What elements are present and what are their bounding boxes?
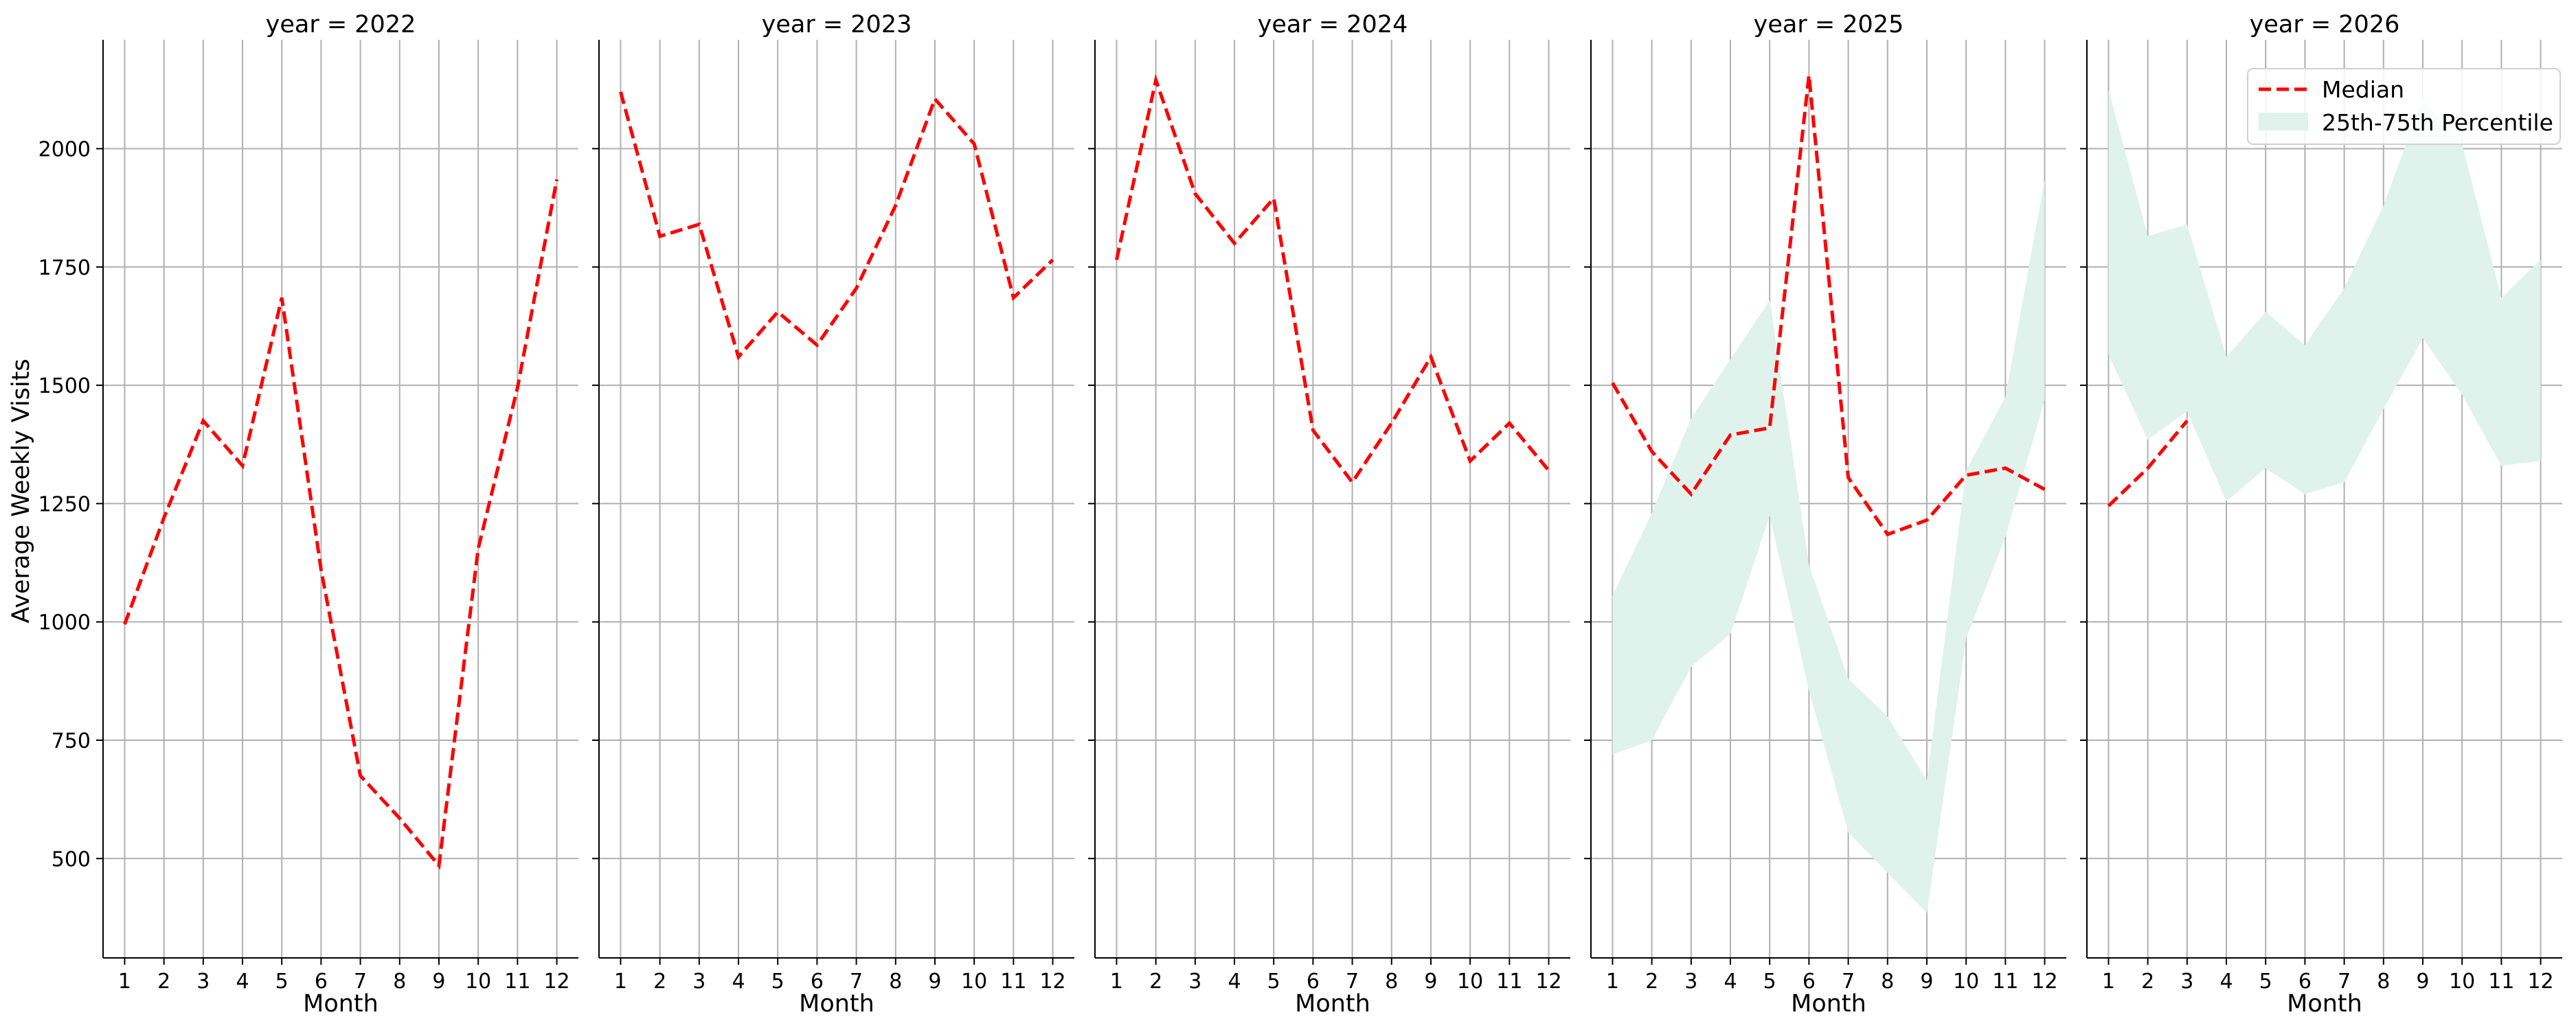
- x-tick-label: 10: [961, 970, 987, 994]
- x-tick-label: 5: [771, 970, 784, 994]
- x-tick-label: 5: [1267, 970, 1280, 994]
- y-axis-label: Average Weekly Visits: [8, 358, 35, 623]
- x-tick-label: 6: [1803, 970, 1816, 994]
- x-tick-label: 2: [157, 970, 170, 994]
- median-line: [1611, 75, 2046, 537]
- x-tick-label: 7: [2338, 970, 2351, 994]
- panel-title: year = 2025: [1754, 11, 1904, 38]
- x-tick-label: 7: [850, 970, 863, 994]
- x-tick-label: 3: [1684, 970, 1697, 994]
- x-tick-label: 1: [118, 970, 131, 994]
- x-tick-label: 12: [543, 970, 569, 994]
- x-tick-label: 6: [315, 970, 328, 994]
- x-tick-label: 11: [1496, 970, 1522, 994]
- x-tick-label: 10: [1457, 970, 1483, 994]
- x-tick-label: 8: [393, 970, 406, 994]
- x-tick-label: 8: [889, 970, 902, 994]
- x-tick-label: 11: [2488, 970, 2514, 994]
- x-tick-label: 12: [2527, 970, 2553, 994]
- x-tick-label: 3: [1188, 970, 1201, 994]
- x-tick-label: 11: [1000, 970, 1026, 994]
- panel-title: year = 2022: [266, 11, 416, 38]
- x-tick-label: 2: [653, 970, 666, 994]
- percentile-band: [2108, 89, 2541, 501]
- x-tick-label: 10: [1953, 970, 1979, 994]
- y-tick-label: 1750: [38, 256, 91, 280]
- x-tick-label: 7: [1842, 970, 1855, 994]
- x-tick-label: 10: [2449, 970, 2475, 994]
- percentile-band: [1612, 179, 2045, 913]
- x-tick-label: 2: [1645, 970, 1658, 994]
- x-tick-label: 9: [432, 970, 445, 994]
- x-tick-label: 9: [1424, 970, 1437, 994]
- x-axis-label: Month: [1791, 990, 1866, 1018]
- x-tick-label: 11: [1992, 970, 2018, 994]
- y-tick-label: 1250: [38, 492, 91, 516]
- x-tick-label: 11: [504, 970, 530, 994]
- x-tick-label: 4: [1228, 970, 1241, 994]
- x-tick-label: 9: [1920, 970, 1933, 994]
- x-tick-label: 6: [811, 970, 824, 994]
- x-tick-label: 3: [2180, 970, 2193, 994]
- x-tick-label: 4: [236, 970, 249, 994]
- x-tick-label: 3: [692, 970, 705, 994]
- x-tick-label: 12: [2031, 970, 2057, 994]
- x-tick-label: 7: [1346, 970, 1359, 994]
- x-tick-label: 1: [1110, 970, 1123, 994]
- x-tick-label: 9: [2416, 970, 2429, 994]
- panel-title: year = 2023: [762, 11, 912, 38]
- y-tick-label: 1000: [38, 611, 91, 635]
- x-tick-label: 7: [354, 970, 367, 994]
- x-tick-label: 8: [1385, 970, 1398, 994]
- legend: Median 25th-75th Percentile: [2247, 68, 2561, 145]
- x-tick-label: 2: [2141, 970, 2154, 994]
- x-tick-label: 2: [1149, 970, 1162, 994]
- x-tick-label: 3: [196, 970, 210, 994]
- x-tick-label: 1: [2102, 970, 2115, 994]
- x-tick-label: 1: [614, 970, 627, 994]
- x-tick-label: 5: [275, 970, 289, 994]
- y-tick-label: 500: [52, 847, 91, 871]
- median-line: [123, 179, 559, 870]
- x-tick-label: 1: [1606, 970, 1619, 994]
- y-tick-label: 2000: [38, 138, 91, 162]
- x-axis-label: Month: [2287, 990, 2362, 1018]
- median-line: [1115, 73, 1550, 485]
- legend-band-label: 25th-75th Percentile: [2322, 109, 2553, 136]
- x-tick-label: 5: [2259, 970, 2272, 994]
- panel-title: year = 2024: [1258, 11, 1408, 38]
- panel-title: year = 2026: [2250, 11, 2400, 38]
- x-axis-label: Month: [799, 990, 874, 1018]
- x-tick-label: 4: [2219, 970, 2233, 994]
- x-tick-label: 8: [1881, 970, 1894, 994]
- y-tick-label: 1500: [38, 374, 91, 398]
- median-line: [619, 91, 1054, 360]
- x-tick-label: 12: [1039, 970, 1065, 994]
- x-tick-label: 12: [1535, 970, 1561, 994]
- x-tick-label: 4: [732, 970, 745, 994]
- x-tick-label: 9: [928, 970, 941, 994]
- panel-1: 1 2 3 4 5 6 7 8 9 10 11 125007501000125015001750200…: [38, 11, 578, 1018]
- median-line: [2107, 420, 2189, 507]
- x-tick-label: 5: [1763, 970, 1776, 994]
- y-tick-label: 750: [52, 729, 91, 753]
- x-axis-label: Month: [1295, 990, 1370, 1018]
- x-axis-label: Month: [303, 990, 379, 1018]
- legend-median-label: Median: [2322, 76, 2404, 103]
- legend-band-swatch: [2259, 113, 2308, 130]
- legend-box: [2247, 68, 2561, 145]
- x-tick-label: 8: [2377, 970, 2390, 994]
- x-tick-label: 10: [465, 970, 491, 994]
- x-tick-label: 4: [1724, 970, 1737, 994]
- x-tick-label: 6: [2298, 970, 2312, 994]
- x-tick-label: 6: [1307, 970, 1320, 994]
